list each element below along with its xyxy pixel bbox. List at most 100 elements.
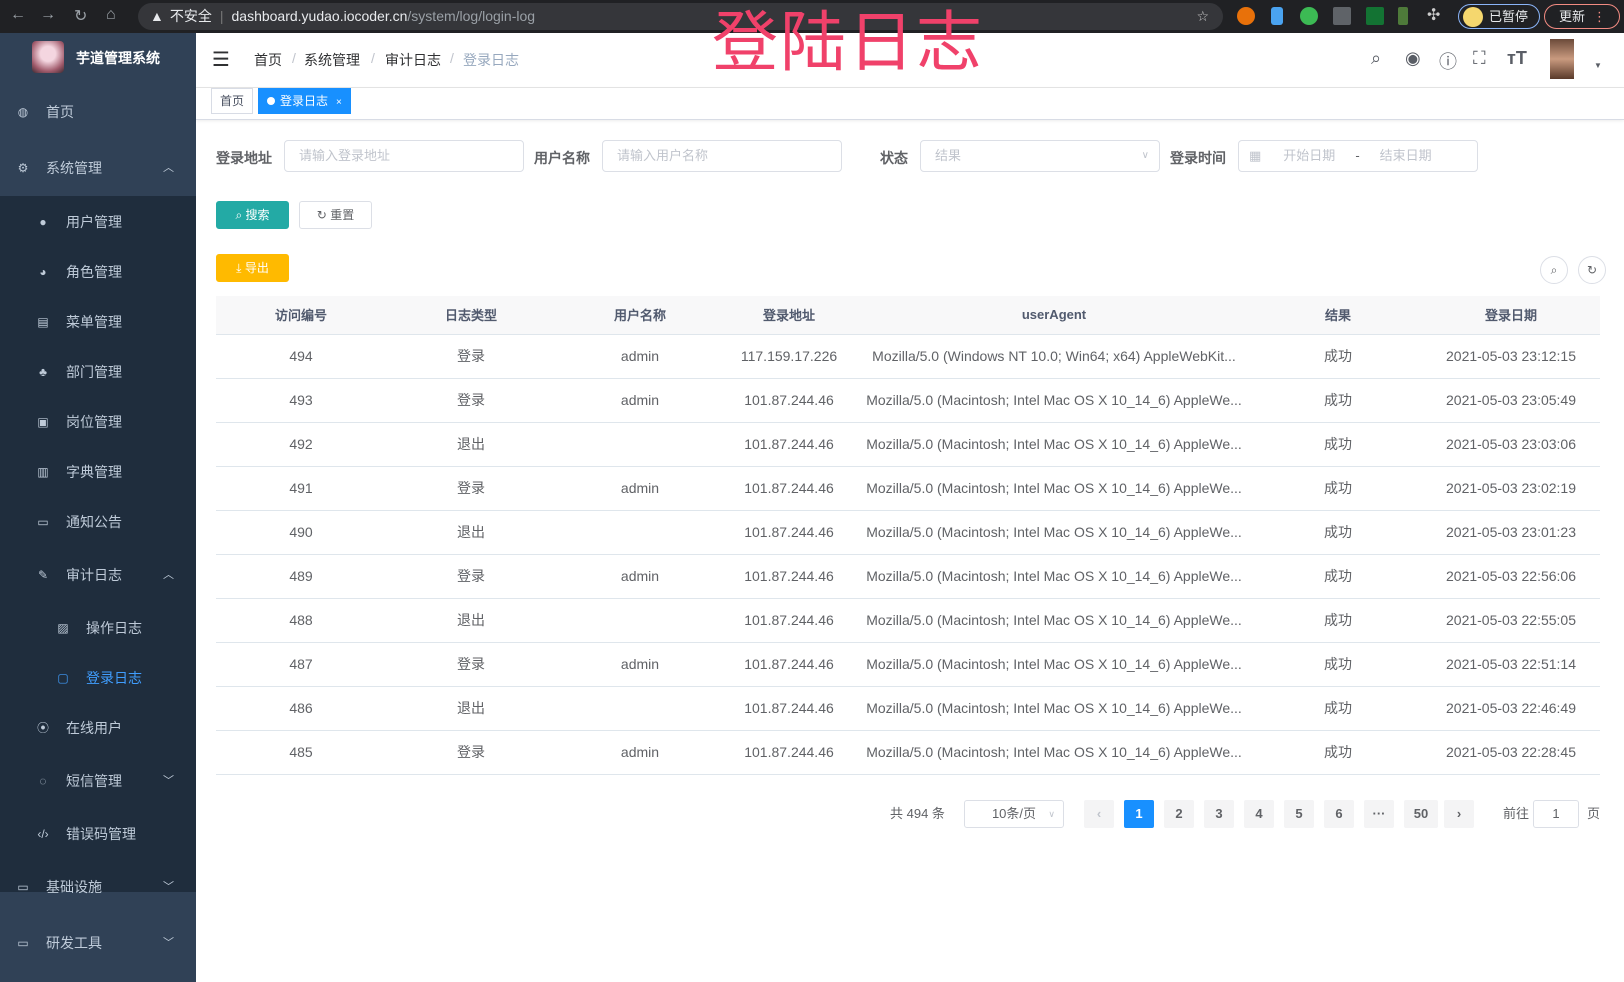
page-button[interactable]: 2 bbox=[1164, 800, 1194, 828]
table-cell: 101.87.244.46 bbox=[724, 686, 854, 731]
sidebar-item-16[interactable]: ▭ 研发工具 ﹀ bbox=[0, 918, 196, 968]
table-row[interactable]: 494 登录 admin 117.159.17.226 Mozilla/5.0 (Win… bbox=[216, 334, 1600, 379]
extension-icon[interactable] bbox=[1300, 7, 1318, 25]
prev-page-button[interactable]: ‹ bbox=[1084, 800, 1114, 828]
sidebar-item-4[interactable]: ▤ 菜单管理 bbox=[0, 297, 196, 347]
breadcrumb-separator: / bbox=[450, 50, 454, 66]
login-log-table: 访问编号 日志类型 用户名称 登录地址 userAgent 结果 登录日期 494 登录 adm… bbox=[216, 296, 1600, 775]
sidebar-item-10[interactable]: ▨ 操作日志 bbox=[0, 603, 196, 653]
search-button[interactable]: ⌕ 搜索 bbox=[216, 201, 289, 229]
goto-suffix: 页 bbox=[1587, 806, 1601, 821]
chevron-down-icon: ∨ bbox=[1048, 809, 1055, 819]
table-cell: 101.87.244.46 bbox=[724, 554, 854, 599]
sidebar-item-3[interactable]: ◕ 角色管理 bbox=[0, 247, 196, 297]
table-cell: 485 bbox=[216, 730, 386, 775]
table-row[interactable]: 492 退出 101.87.244.46 Mozilla/5.0 (Macintosh… bbox=[216, 422, 1600, 467]
page-button[interactable]: 50 bbox=[1404, 800, 1438, 828]
page-button[interactable]: 5 bbox=[1284, 800, 1314, 828]
breadcrumb-home[interactable]: 首页 bbox=[254, 52, 282, 68]
github-icon[interactable]: ◉ bbox=[1405, 48, 1421, 68]
reload-icon[interactable]: ↻ bbox=[74, 8, 88, 25]
reset-button[interactable]: ↻ 重置 bbox=[299, 201, 372, 229]
address-bar[interactable]: ▲ 不安全 | dashboard.yudao.iocoder.cn/system/l… bbox=[138, 3, 1223, 30]
column-header: 访问编号 bbox=[216, 296, 386, 335]
table-row[interactable]: 490 退出 101.87.244.46 Mozilla/5.0 (Macintosh… bbox=[216, 510, 1600, 555]
breadcrumb-audit[interactable]: 审计日志 bbox=[385, 52, 441, 68]
username-input[interactable]: 请输入用户名称 bbox=[602, 140, 842, 172]
sidebar-item-5[interactable]: ♣ 部门管理 bbox=[0, 347, 196, 397]
table-cell: 成功 bbox=[1254, 686, 1422, 731]
back-icon[interactable]: ← bbox=[10, 6, 26, 23]
star-icon[interactable]: ☆ bbox=[1196, 8, 1209, 24]
page-button[interactable]: 4 bbox=[1244, 800, 1274, 828]
tag-login-log[interactable]: 登录日志 × bbox=[258, 88, 351, 114]
page-size-value: 10条/页 bbox=[991, 806, 1037, 821]
sidebar-item-13[interactable]: ◌ 短信管理 ﹀ bbox=[0, 756, 196, 806]
goto-page-input[interactable]: 1 bbox=[1533, 800, 1579, 828]
puzzle-icon[interactable]: ✣ bbox=[1427, 7, 1441, 24]
column-header: 用户名称 bbox=[556, 296, 724, 335]
table-cell bbox=[556, 510, 724, 555]
table-row[interactable]: 487 登录 admin 101.87.244.46 Mozilla/5.0 (Maci… bbox=[216, 642, 1600, 687]
sidebar-item-9[interactable]: ✎ 审计日志 ︿ bbox=[0, 550, 196, 600]
chevron-up-icon: ︿ bbox=[163, 162, 174, 174]
page-size-select[interactable]: 10条/页 ∨ bbox=[964, 800, 1064, 828]
sidebar-item-12[interactable]: ⦿ 在线用户 bbox=[0, 703, 196, 753]
sidebar-item-2[interactable]: ● 用户管理 bbox=[0, 197, 196, 247]
page-button[interactable]: 6 bbox=[1324, 800, 1354, 828]
extension-icon[interactable] bbox=[1333, 7, 1351, 25]
ip-input[interactable]: 请输入登录地址 bbox=[284, 140, 524, 172]
update-button[interactable]: 更新 ⋮ bbox=[1544, 4, 1620, 29]
page-button[interactable]: 3 bbox=[1204, 800, 1234, 828]
sidebar-item-15[interactable]: ▭ 基础设施 ﹀ bbox=[0, 862, 196, 912]
extension-icon[interactable] bbox=[1398, 7, 1408, 25]
refresh-button[interactable]: ↻ bbox=[1578, 256, 1606, 284]
sidebar-item-label: 错误码管理 bbox=[66, 826, 136, 842]
page-button[interactable]: ··· bbox=[1364, 800, 1394, 828]
sidebar-item-14[interactable]: ‹/› 错误码管理 bbox=[0, 809, 196, 859]
page-button[interactable]: 1 bbox=[1124, 800, 1154, 828]
caret-down-icon[interactable]: ▼ bbox=[1594, 61, 1602, 70]
chevron-up-icon: ︿ bbox=[163, 569, 174, 581]
home-icon[interactable]: ⌂ bbox=[106, 6, 116, 23]
sidebar-item-7[interactable]: ▥ 字典管理 bbox=[0, 447, 196, 497]
table-row[interactable]: 485 登录 admin 101.87.244.46 Mozilla/5.0 (Maci… bbox=[216, 730, 1600, 775]
close-icon[interactable]: × bbox=[336, 97, 342, 108]
fullscreen-icon[interactable]: ⛶ bbox=[1473, 48, 1486, 68]
sidebar-item-1[interactable]: ⚙ 系统管理 ︿ bbox=[0, 143, 196, 193]
placeholder: 请输入用户名称 bbox=[617, 148, 709, 163]
date-range-picker[interactable]: ▦ 开始日期 - 结束日期 bbox=[1238, 140, 1478, 172]
table-cell: Mozilla/5.0 (Macintosh; Intel Mac OS X 1… bbox=[854, 554, 1254, 599]
font-size-icon[interactable]: ᴛT bbox=[1507, 48, 1527, 68]
status-select[interactable]: 结果 ∨ bbox=[920, 140, 1160, 172]
table-cell: 2021-05-03 22:56:06 bbox=[1422, 554, 1600, 599]
export-button[interactable]: ⤓ 导出 bbox=[216, 254, 289, 282]
extension-icon[interactable] bbox=[1366, 7, 1384, 25]
search-icon[interactable]: ⌕ bbox=[1371, 48, 1382, 68]
download-icon: ⤓ bbox=[236, 261, 245, 275]
sidebar-item-8[interactable]: ▭ 通知公告 bbox=[0, 497, 196, 547]
table-row[interactable]: 488 退出 101.87.244.46 Mozilla/5.0 (Macintosh… bbox=[216, 598, 1600, 643]
start-date[interactable]: 开始日期 bbox=[1283, 148, 1336, 163]
help-icon[interactable]: ⓘ bbox=[1439, 52, 1457, 72]
table-row[interactable]: 491 登录 admin 101.87.244.46 Mozilla/5.0 (Maci… bbox=[216, 466, 1600, 511]
forward-icon[interactable]: → bbox=[40, 6, 56, 23]
extension-icon[interactable] bbox=[1237, 7, 1255, 25]
table-cell: 登录 bbox=[386, 554, 556, 599]
table-row[interactable]: 486 退出 101.87.244.46 Mozilla/5.0 (Macintosh… bbox=[216, 686, 1600, 731]
table-row[interactable]: 489 登录 admin 101.87.244.46 Mozilla/5.0 (Maci… bbox=[216, 554, 1600, 599]
table-cell: 成功 bbox=[1254, 730, 1422, 775]
sidebar-item-11[interactable]: ▢ 登录日志 bbox=[0, 653, 196, 703]
hamburger-icon[interactable]: ☰ bbox=[212, 49, 230, 71]
tag-home[interactable]: 首页 bbox=[211, 88, 254, 114]
sidebar-item-0[interactable]: ◍ 首页 bbox=[0, 87, 196, 137]
user-avatar[interactable] bbox=[1550, 39, 1574, 79]
end-date[interactable]: 结束日期 bbox=[1379, 148, 1432, 163]
breadcrumb-system[interactable]: 系统管理 bbox=[304, 52, 360, 68]
sidebar-item-6[interactable]: ▣ 岗位管理 bbox=[0, 397, 196, 447]
profile-button[interactable]: 已暂停 bbox=[1458, 4, 1540, 29]
extension-icon[interactable] bbox=[1271, 7, 1283, 25]
next-page-button[interactable]: › bbox=[1444, 800, 1474, 828]
toggle-search-button[interactable]: ⌕ bbox=[1540, 256, 1568, 284]
table-row[interactable]: 493 登录 admin 101.87.244.46 Mozilla/5.0 (Maci… bbox=[216, 378, 1600, 423]
